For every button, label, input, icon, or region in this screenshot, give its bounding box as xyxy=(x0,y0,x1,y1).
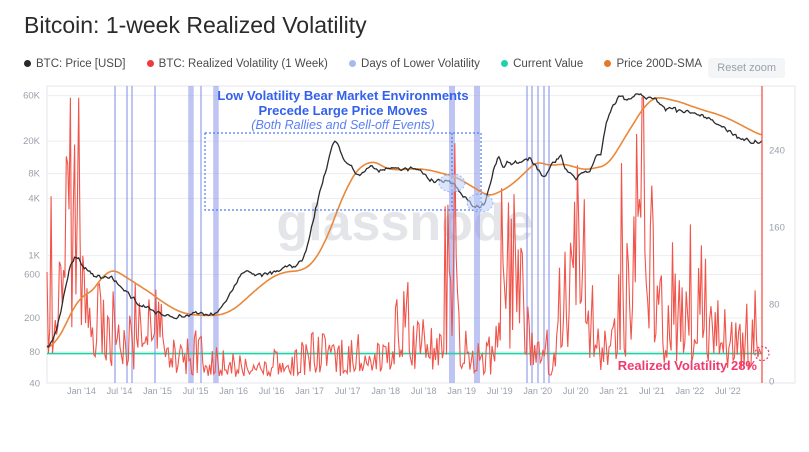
svg-text:Jan '22: Jan '22 xyxy=(676,386,705,396)
svg-text:glassnode: glassnode xyxy=(276,194,533,252)
svg-text:8K: 8K xyxy=(28,169,40,180)
svg-text:Jul '16: Jul '16 xyxy=(259,386,285,396)
svg-text:20K: 20K xyxy=(23,136,41,147)
svg-text:60K: 60K xyxy=(23,91,41,102)
svg-text:Jul '18: Jul '18 xyxy=(411,386,437,396)
svg-text:Jan '14: Jan '14 xyxy=(67,386,96,396)
svg-text:Jul '20: Jul '20 xyxy=(563,386,589,396)
svg-text:1K: 1K xyxy=(28,251,40,262)
svg-text:Jan '16: Jan '16 xyxy=(219,386,248,396)
svg-text:Jan '17: Jan '17 xyxy=(295,386,324,396)
svg-text:Jul '21: Jul '21 xyxy=(639,386,665,396)
svg-text:Realized Volatility 28%: Realized Volatility 28% xyxy=(618,358,758,373)
svg-text:0: 0 xyxy=(769,376,774,387)
svg-text:40: 40 xyxy=(29,378,40,389)
svg-text:Jan '21: Jan '21 xyxy=(599,386,628,396)
svg-text:160: 160 xyxy=(769,223,785,234)
svg-text:Jul '19: Jul '19 xyxy=(487,386,513,396)
svg-text:Jul '15: Jul '15 xyxy=(183,386,209,396)
svg-text:Jul '22: Jul '22 xyxy=(715,386,741,396)
svg-text:(Both Rallies and Sell-off Eve: (Both Rallies and Sell-off Events) xyxy=(251,118,434,132)
svg-text:Jan '18: Jan '18 xyxy=(371,386,400,396)
svg-text:Jul '14: Jul '14 xyxy=(107,386,133,396)
svg-text:240: 240 xyxy=(769,146,785,157)
svg-text:Jul '17: Jul '17 xyxy=(335,386,361,396)
svg-text:Jan '20: Jan '20 xyxy=(523,386,552,396)
svg-text:80: 80 xyxy=(29,347,40,358)
svg-text:4K: 4K xyxy=(28,194,40,205)
svg-text:80: 80 xyxy=(769,300,780,311)
svg-text:600: 600 xyxy=(24,270,40,281)
svg-text:Jan '15: Jan '15 xyxy=(143,386,172,396)
svg-text:Jan '19: Jan '19 xyxy=(447,386,476,396)
svg-text:Low Volatility Bear Market Env: Low Volatility Bear Market Environments xyxy=(217,88,468,103)
svg-text:200: 200 xyxy=(24,313,40,324)
svg-text:Precede Large Price Moves: Precede Large Price Moves xyxy=(258,103,427,118)
